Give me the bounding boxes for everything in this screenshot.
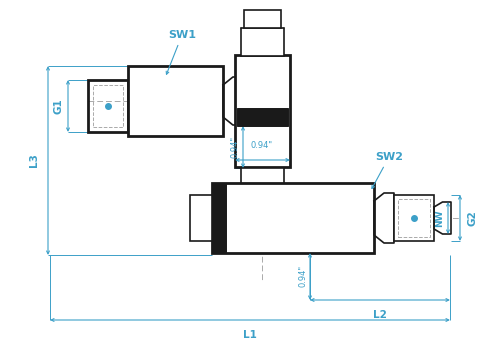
Text: SW2: SW2: [372, 152, 403, 188]
Bar: [212, 183, 226, 253]
Text: 0.94": 0.94": [299, 265, 308, 287]
Polygon shape: [434, 202, 451, 234]
Text: SW1: SW1: [166, 30, 196, 74]
Bar: [237, 108, 288, 126]
Bar: [244, 10, 281, 28]
Bar: [398, 199, 430, 237]
Text: L3: L3: [29, 153, 39, 167]
Bar: [241, 168, 284, 190]
Bar: [93, 85, 123, 127]
Text: G2: G2: [467, 210, 477, 226]
Bar: [128, 66, 223, 136]
Polygon shape: [374, 193, 394, 243]
Text: 0.94": 0.94": [231, 136, 240, 158]
Text: NW: NW: [435, 209, 444, 227]
Polygon shape: [223, 77, 241, 125]
Text: L1: L1: [243, 330, 257, 340]
Text: L2: L2: [373, 310, 387, 320]
Bar: [88, 80, 128, 132]
Bar: [241, 28, 284, 56]
Bar: [212, 183, 374, 253]
Text: 0.94": 0.94": [251, 141, 273, 150]
Bar: [235, 55, 290, 167]
Text: G1: G1: [53, 98, 63, 114]
Bar: [394, 195, 434, 241]
Bar: [190, 195, 212, 241]
